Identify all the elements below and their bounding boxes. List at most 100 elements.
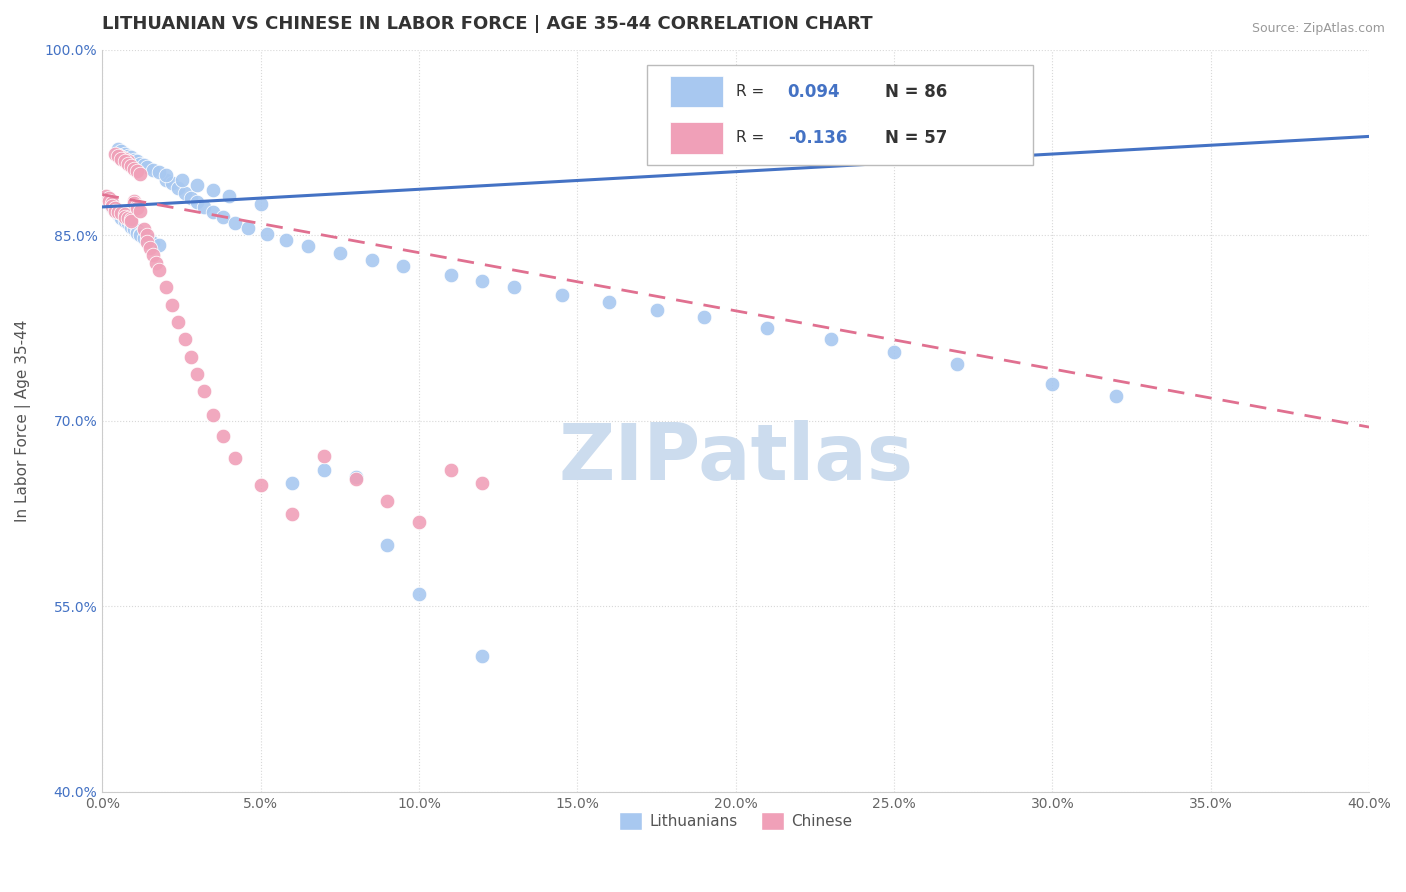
Point [471, 475, 494, 490]
Point [132, 231, 155, 245]
Point [132, 222, 155, 236]
Point [127, 201, 149, 215]
Point [104, 146, 127, 161]
Point [127, 154, 149, 169]
Point [110, 209, 132, 223]
Text: 0.094: 0.094 [787, 83, 841, 101]
Point [129, 156, 152, 170]
Point [107, 205, 129, 219]
FancyBboxPatch shape [669, 122, 723, 153]
Point [249, 197, 271, 211]
Text: R =: R = [735, 130, 763, 145]
Point [114, 207, 136, 221]
Point [946, 357, 969, 371]
Point [117, 149, 139, 163]
Point [107, 207, 129, 221]
Point [107, 142, 129, 156]
Y-axis label: In Labor Force | Age 35-44: In Labor Force | Age 35-44 [15, 319, 31, 522]
Point [129, 167, 152, 181]
Point [120, 151, 142, 165]
Point [471, 648, 494, 663]
Point [193, 200, 215, 214]
Point [122, 194, 145, 208]
Point [170, 172, 193, 186]
Legend: Lithuanians, Chinese: Lithuanians, Chinese [613, 805, 859, 837]
Point [155, 280, 177, 294]
Text: R =: R = [735, 84, 763, 99]
Point [127, 223, 149, 237]
Point [274, 233, 297, 247]
Text: -0.136: -0.136 [787, 129, 846, 147]
Point [120, 219, 142, 233]
Point [224, 450, 246, 465]
Point [211, 210, 233, 224]
Point [120, 213, 142, 227]
Point [186, 178, 208, 192]
Point [202, 205, 225, 219]
Point [122, 153, 145, 167]
Point [127, 164, 149, 178]
Point [377, 494, 399, 508]
Point [107, 149, 129, 163]
Point [142, 248, 165, 262]
Point [281, 475, 304, 490]
Point [312, 449, 335, 463]
Point [97, 191, 120, 205]
Point [129, 227, 152, 241]
Text: N = 57: N = 57 [886, 129, 948, 147]
Point [820, 332, 842, 346]
Point [129, 203, 152, 218]
Point [186, 367, 208, 381]
Point [110, 152, 132, 166]
Point [218, 188, 240, 202]
Point [139, 241, 162, 255]
Point [114, 146, 136, 161]
Point [127, 199, 149, 213]
Point [180, 191, 202, 205]
Point [107, 148, 129, 162]
Point [97, 196, 120, 211]
FancyBboxPatch shape [647, 65, 1033, 165]
Point [122, 196, 145, 211]
Point [107, 148, 129, 162]
Point [408, 516, 430, 530]
Point [117, 154, 139, 169]
Point [344, 469, 367, 483]
Point [211, 428, 233, 442]
Point [202, 408, 225, 422]
Point [550, 287, 572, 301]
Point [155, 172, 177, 186]
Point [101, 199, 124, 213]
Point [155, 168, 177, 182]
Point [122, 221, 145, 235]
Point [167, 315, 190, 329]
Point [104, 203, 127, 218]
Point [110, 151, 132, 165]
Point [139, 233, 162, 247]
Point [142, 235, 165, 250]
FancyBboxPatch shape [669, 76, 723, 107]
Point [114, 212, 136, 227]
Point [114, 152, 136, 166]
Text: LITHUANIAN VS CHINESE IN LABOR FORCE | AGE 35-44 CORRELATION CHART: LITHUANIAN VS CHINESE IN LABOR FORCE | A… [103, 15, 873, 33]
Point [104, 201, 127, 215]
Point [117, 211, 139, 225]
Point [107, 205, 129, 219]
Point [122, 161, 145, 176]
Point [101, 200, 124, 214]
Point [135, 161, 157, 175]
Point [148, 165, 170, 179]
Point [167, 181, 190, 195]
Point [193, 384, 215, 399]
Point [160, 298, 183, 312]
Point [440, 268, 463, 282]
Point [101, 196, 124, 211]
Point [94, 188, 117, 202]
Point [281, 507, 304, 521]
Text: Source: ZipAtlas.com: Source: ZipAtlas.com [1251, 22, 1385, 36]
Point [117, 156, 139, 170]
Point [114, 152, 136, 166]
Point [132, 158, 155, 172]
Point [148, 238, 170, 252]
Point [645, 302, 668, 317]
